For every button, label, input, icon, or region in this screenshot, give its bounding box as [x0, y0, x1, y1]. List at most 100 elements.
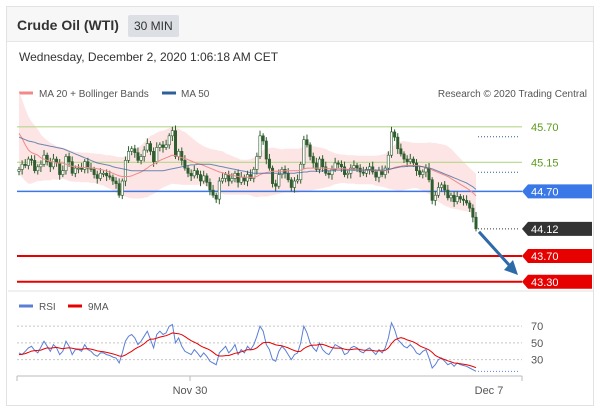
- candle: [440, 184, 444, 188]
- level-tag-support: [522, 248, 592, 263]
- rsi-line: [18, 321, 477, 372]
- candle: [45, 154, 49, 162]
- candle: [386, 154, 390, 169]
- x-tick-label-nov30: Nov 30: [173, 385, 208, 397]
- candle: [274, 183, 278, 187]
- candle: [393, 131, 397, 138]
- candle: [48, 161, 52, 168]
- candle: [239, 176, 243, 183]
- level-tag-support: [522, 274, 592, 289]
- candle: [86, 161, 90, 169]
- candle: [139, 156, 143, 161]
- candle: [421, 171, 425, 175]
- level-label-44.70: 44.70: [531, 186, 559, 198]
- bollinger-bands: [19, 91, 476, 218]
- interval-badge[interactable]: 30 MIN: [128, 15, 179, 37]
- candle: [471, 207, 475, 218]
- candle: [202, 175, 206, 182]
- candle: [183, 160, 187, 169]
- candle: [411, 158, 415, 164]
- candle: [142, 149, 146, 157]
- candle: [308, 144, 312, 157]
- candle: [246, 174, 250, 182]
- candle: [396, 136, 400, 150]
- legend-swatch-rsi: [19, 304, 33, 308]
- candle: [314, 162, 318, 170]
- candle: [36, 166, 40, 172]
- rsi-tick-label: 70: [531, 321, 543, 333]
- candle: [415, 162, 419, 172]
- candle: [368, 166, 372, 170]
- level-label-44.12: 44.12: [531, 224, 559, 236]
- legend-label-bollinger: MA 20 + Bollinger Bands: [39, 89, 149, 100]
- legend-label-rsi: RSI: [39, 302, 56, 313]
- level-label-43.70: 43.70: [531, 251, 559, 263]
- candle: [80, 167, 84, 170]
- candle: [120, 180, 124, 196]
- ma50-line: [18, 136, 477, 190]
- candle: [180, 151, 184, 161]
- candle: [286, 172, 290, 181]
- candle: [418, 170, 422, 175]
- level-label-43.30: 43.30: [531, 277, 559, 289]
- candle: [98, 172, 102, 179]
- candle: [446, 189, 450, 199]
- candle: [277, 174, 281, 187]
- arrow-shaft: [477, 230, 512, 268]
- candle: [377, 170, 381, 178]
- candle: [136, 152, 140, 161]
- candle: [355, 165, 359, 169]
- candle: [280, 169, 284, 175]
- legend-swatch-9ma: [68, 304, 82, 308]
- rsi-9ma-line: [18, 332, 477, 369]
- level-tag-last: [522, 221, 592, 236]
- candle: [111, 176, 115, 182]
- candle: [289, 179, 293, 188]
- candle: [405, 158, 409, 162]
- candle: [436, 187, 440, 196]
- candle: [349, 167, 353, 174]
- candle: [443, 184, 447, 191]
- candle: [380, 170, 384, 175]
- x-tick-label-dec7: Dec 7: [475, 385, 504, 397]
- candle: [33, 160, 37, 172]
- candle: [148, 143, 152, 152]
- candle: [361, 171, 365, 174]
- candle: [433, 194, 437, 201]
- rsi-legend: RSI 9MA: [19, 302, 109, 313]
- candle: [474, 216, 478, 230]
- candle: [458, 196, 462, 200]
- candle: [61, 170, 65, 175]
- candle: [292, 180, 296, 188]
- candle: [327, 172, 331, 175]
- candle: [230, 178, 234, 182]
- candle: [227, 174, 231, 182]
- candle: [449, 194, 453, 199]
- candle: [408, 158, 412, 162]
- candle: [39, 163, 43, 168]
- candle: [224, 174, 228, 179]
- candle: [343, 166, 347, 175]
- candle: [177, 151, 181, 157]
- candle: [195, 170, 199, 175]
- candle: [302, 139, 306, 165]
- moving-averages: [18, 132, 477, 197]
- legend-swatch-ma50: [162, 91, 176, 95]
- candle: [324, 166, 328, 174]
- candle: [167, 135, 171, 146]
- candle: [461, 198, 465, 201]
- candle: [133, 148, 137, 153]
- candle: [336, 162, 340, 165]
- candle: [58, 162, 62, 175]
- candle: [346, 172, 350, 175]
- candle: [108, 175, 112, 178]
- candle: [145, 143, 149, 151]
- candle: [399, 148, 403, 155]
- rsi-tick-label: 30: [531, 355, 543, 367]
- candle: [296, 179, 300, 182]
- candle: [317, 158, 321, 170]
- ma20-line: [18, 132, 477, 197]
- candle: [189, 172, 193, 177]
- candle: [20, 163, 24, 170]
